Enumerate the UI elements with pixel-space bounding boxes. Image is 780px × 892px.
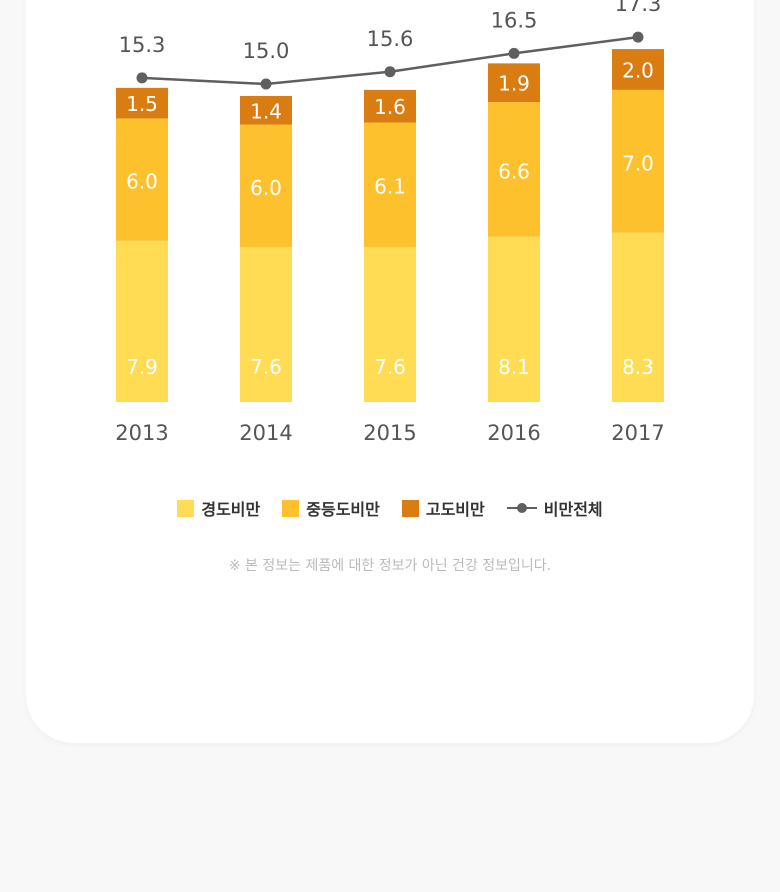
total-value-label: 17.3 (615, 0, 662, 16)
legend-label-severe: 고도비만 (425, 500, 485, 519)
x-tick-label: 2014 (239, 421, 292, 445)
total-point (508, 47, 520, 59)
legend-item-severe: 고도비만 (401, 496, 485, 520)
bar-segment (612, 89, 664, 233)
total-value-label: 15.0 (243, 39, 290, 63)
total-value-label: 16.5 (491, 8, 538, 32)
legend-label-moderate: 중등도비만 (306, 500, 380, 519)
bar-segment (612, 49, 664, 90)
bar-segment (364, 246, 416, 402)
bar-segment (116, 118, 168, 241)
bar-segment-label: 7.6 (374, 355, 406, 379)
bar-segment-label: 7.0 (622, 151, 654, 175)
legend-swatch-severe (401, 499, 419, 517)
x-tick-label: 2013 (115, 421, 168, 445)
bar-segment (612, 232, 664, 402)
bar-segment-label: 8.3 (622, 355, 654, 379)
bar-segment (488, 102, 540, 237)
stacked-bar-chart: 7.9 6.0 1.5 2013 7.6 6.0 1.4 2014 7.6 6.1 1.6 2015 8… (115, 0, 664, 445)
legend-item-total: 비만전체 (506, 496, 603, 520)
bar-segment (240, 124, 292, 247)
bar-segment-label: 8.1 (498, 355, 530, 379)
bar-segment-label: 1.5 (126, 92, 158, 116)
x-tick-label: 2017 (611, 421, 664, 445)
bar-segment-label: 1.6 (374, 95, 406, 119)
x-tick-label: 2015 (363, 421, 416, 445)
bar-segment (364, 89, 416, 123)
total-point (260, 78, 272, 90)
bar-segment (364, 122, 416, 247)
bar-segment-label: 6.6 (498, 159, 530, 183)
total-point (136, 72, 148, 84)
disclaimer-note: ※ 본 정보는 제품에 대한 정보가 아닌 건강 정보입니다. (228, 558, 552, 574)
legend-line-marker-icon (506, 501, 537, 515)
bar-segment-label: 7.9 (126, 355, 158, 379)
x-tick-label: 2016 (487, 421, 540, 445)
bar-segment-label: 7.6 (250, 355, 282, 379)
legend-item-mild: 경도비만 (177, 496, 260, 520)
bar-segment-label: 6.0 (126, 170, 158, 194)
bar-segment (488, 63, 540, 103)
total-value-label: 15.6 (367, 27, 414, 51)
legend-label-mild: 경도비만 (201, 500, 261, 519)
legend-swatch-moderate (282, 499, 300, 517)
bar-segment (116, 240, 168, 402)
legend-swatch-mild (177, 499, 195, 517)
chart-legend: 경도비만 중등도비만 고도비만 비만전체 (0, 496, 780, 520)
legend-item-moderate: 중등도비만 (282, 496, 380, 520)
bar-segment-label: 6.1 (374, 175, 406, 199)
bar-segment (488, 236, 540, 402)
legend-label-total: 비만전체 (543, 500, 603, 519)
bar-segment (240, 246, 292, 402)
bar-segment-label: 1.9 (498, 72, 530, 96)
total-point (632, 31, 644, 43)
total-value-label: 15.3 (119, 33, 166, 57)
bar-segment (240, 96, 292, 125)
bar-segment-label: 1.4 (250, 99, 282, 123)
bar-segment-label: 2.0 (622, 58, 654, 82)
bar-segment-label: 6.0 (250, 176, 282, 200)
total-point (384, 66, 396, 78)
bar-segment (116, 87, 168, 119)
